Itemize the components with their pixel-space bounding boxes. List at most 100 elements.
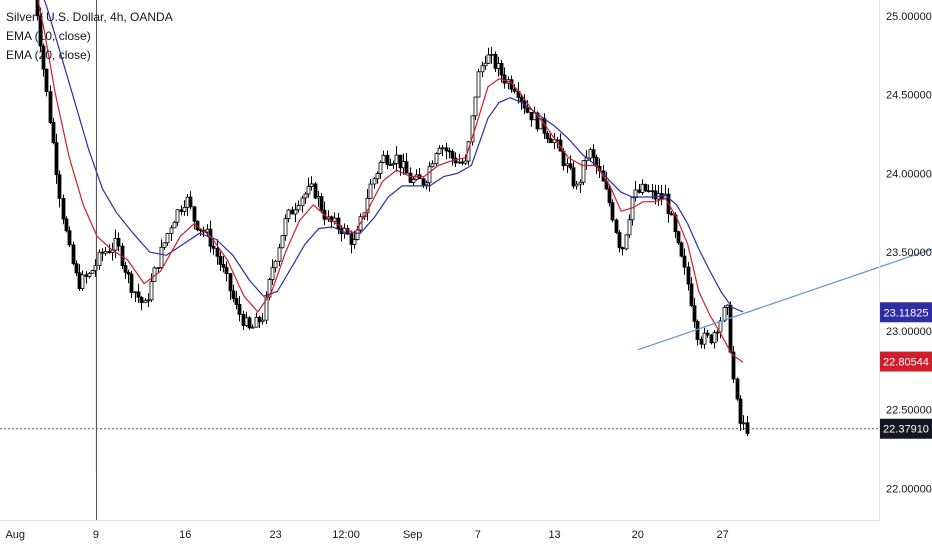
- time-tick-label: 27: [716, 529, 728, 541]
- candle-body: [705, 332, 710, 336]
- candle-body: [149, 281, 154, 301]
- candle-body: [113, 237, 118, 251]
- candle-body: [116, 237, 121, 247]
- ema20-price-tag: 23.11825: [880, 302, 932, 323]
- symbol-title[interactable]: Silver / U.S. Dollar, 4h, OANDA: [6, 10, 173, 24]
- candle-body: [290, 209, 295, 215]
- candle-body: [738, 398, 743, 424]
- price-tick-label: 23.00000: [886, 326, 932, 338]
- candle-body: [610, 202, 615, 221]
- candle-body: [650, 190, 655, 193]
- candle-body: [394, 154, 399, 164]
- candle-body: [267, 279, 272, 298]
- candle-body: [71, 244, 76, 265]
- candle-body: [221, 264, 226, 268]
- time-tick-label: 12:00: [332, 529, 360, 541]
- candle-body: [336, 217, 341, 230]
- candle-body: [228, 273, 233, 292]
- ema20-price-label: 23.11825: [883, 307, 928, 319]
- candle-body: [381, 154, 386, 163]
- ema20-legend-label[interactable]: EMA (20, close): [6, 48, 91, 62]
- candle-body: [126, 271, 131, 275]
- candle-body: [146, 299, 151, 302]
- candle-body: [169, 227, 174, 234]
- candle-body: [607, 188, 612, 204]
- candle-body: [617, 232, 622, 249]
- candle-body: [162, 242, 167, 248]
- candle-body: [568, 163, 573, 169]
- candle-body: [260, 319, 265, 323]
- candle-body: [188, 196, 193, 208]
- candle-body: [480, 65, 485, 73]
- candle-body: [44, 68, 49, 93]
- plot-area[interactable]: [0, 0, 932, 520]
- candle-body: [286, 209, 291, 219]
- candle-body: [414, 174, 419, 180]
- candle-body: [437, 147, 442, 155]
- candle-body: [682, 255, 687, 268]
- candle-body: [61, 198, 66, 220]
- candles: [35, 0, 750, 473]
- candle-body: [244, 317, 249, 326]
- candle-body: [470, 115, 475, 143]
- candle-body: [355, 229, 360, 240]
- candle-body: [398, 154, 403, 169]
- time-axis[interactable]: Aug 9 16 23 12:00 Sep 7 13 20 27: [5, 529, 728, 541]
- ema10-legend-label[interactable]: EMA (10, close): [6, 29, 91, 43]
- candle-body: [627, 219, 632, 236]
- candle-body: [728, 304, 733, 353]
- candle-body: [54, 142, 59, 176]
- candle-body: [378, 161, 383, 174]
- candle-body: [349, 233, 354, 245]
- candle-body: [234, 298, 239, 305]
- candle-body: [107, 250, 112, 253]
- candle-body: [741, 422, 746, 425]
- candle-body: [676, 231, 681, 244]
- candle-body: [270, 267, 275, 280]
- candle-body: [391, 163, 396, 166]
- candle-body: [182, 206, 187, 212]
- ema10-line: [37, 0, 744, 363]
- chart-legend: Silver / U.S. Dollar, 4h, OANDA EMA (10,…: [6, 8, 173, 65]
- candle-body: [224, 266, 229, 275]
- candle-body: [316, 195, 321, 199]
- candle-body: [175, 209, 180, 223]
- candle-body: [401, 161, 406, 169]
- candle-body: [725, 304, 730, 308]
- candle-body: [614, 219, 619, 234]
- time-tick-label: 16: [179, 529, 191, 541]
- candle-body: [718, 320, 723, 333]
- price-tick-label: 22.50000: [886, 405, 932, 417]
- candle-body: [731, 351, 736, 380]
- candle-body: [653, 190, 658, 200]
- candle-body: [172, 221, 177, 229]
- candle-body: [352, 239, 357, 245]
- candle-body: [211, 245, 216, 249]
- price-axis[interactable]: 25.00000 24.50000 24.00000 23.50000 23.00000…: [886, 11, 932, 496]
- candle-body: [633, 189, 638, 199]
- time-tick-label: Aug: [5, 529, 25, 541]
- candle-body: [283, 218, 288, 236]
- candle-body: [143, 300, 148, 304]
- candle-body: [689, 283, 694, 307]
- candle-body: [561, 150, 566, 167]
- crosshair-price-tag: 22.37910: [880, 418, 932, 439]
- candle-body: [179, 209, 184, 212]
- candle-body: [444, 147, 449, 152]
- candle-body: [702, 332, 707, 345]
- trend-line[interactable]: [637, 202, 932, 351]
- candle-body: [372, 178, 377, 185]
- candle-body: [646, 190, 651, 193]
- candle-body: [218, 255, 223, 265]
- candle-body: [306, 186, 311, 195]
- candle-body: [90, 270, 95, 274]
- candle-body: [205, 228, 210, 233]
- candle-body: [215, 247, 220, 257]
- candle-body: [447, 150, 452, 153]
- candle-body: [237, 304, 242, 315]
- price-tick-label: 24.00000: [886, 168, 932, 180]
- price-tick-label: 25.00000: [886, 11, 932, 23]
- candle-body: [280, 235, 285, 249]
- candle-body: [493, 53, 498, 69]
